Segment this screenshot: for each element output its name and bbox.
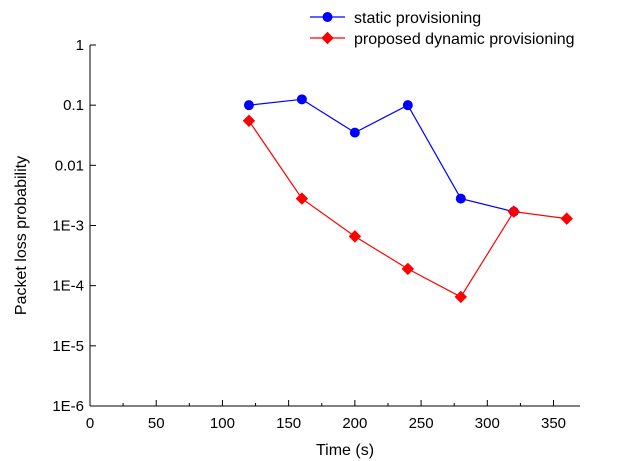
legend-item: proposed dynamic provisioning xyxy=(310,31,575,48)
series-static-provisioning xyxy=(243,94,519,217)
data-point xyxy=(243,100,254,111)
x-tick-label: 200 xyxy=(342,415,367,432)
y-tick-label: 1 xyxy=(76,37,84,54)
series-layer xyxy=(242,94,573,304)
data-point xyxy=(507,205,520,218)
data-point xyxy=(348,230,362,243)
data-point xyxy=(560,212,573,225)
data-point xyxy=(454,290,468,304)
y-tick-label: 0.1 xyxy=(63,97,84,114)
y-tick-label: 1E-3 xyxy=(52,218,84,235)
data-point xyxy=(401,262,415,276)
series-proposed-dynamic-provisioning xyxy=(242,114,573,304)
x-tick-label: 350 xyxy=(541,415,566,432)
y-tick-label: 1E-6 xyxy=(52,398,84,415)
legend-label: static provisioning xyxy=(354,10,481,27)
x-tick-label: 100 xyxy=(210,415,235,432)
axes xyxy=(89,45,580,407)
y-ticks: 1 0.1 0.01 1E-3 1E-4 1E-5 1E-6 xyxy=(52,37,96,415)
legend-label: proposed dynamic provisioning xyxy=(354,31,575,48)
legend-marker xyxy=(322,12,333,22)
data-point xyxy=(295,192,309,205)
series-line xyxy=(248,98,514,213)
x-tick-label: 150 xyxy=(276,415,301,432)
x-tick-label: 300 xyxy=(475,415,500,432)
y-tick-label: 1E-4 xyxy=(52,278,84,295)
y-axis-label: Packet loss probability xyxy=(13,156,30,315)
y-tick-label: 1E-5 xyxy=(52,338,84,355)
data-point xyxy=(242,114,256,127)
legend: static provisioning proposed dynamic prov… xyxy=(310,10,575,48)
x-axis-label: Time (s) xyxy=(316,442,374,459)
y-tick-label: 0.01 xyxy=(55,157,84,174)
x-tick-label: 50 xyxy=(148,415,165,432)
data-point xyxy=(455,193,466,204)
data-point xyxy=(349,127,360,138)
legend-marker xyxy=(321,31,334,45)
x-ticks: 0 50 100 150 200 250 300 350 xyxy=(86,400,566,432)
legend-item: static provisioning xyxy=(310,10,481,27)
data-point xyxy=(296,94,307,105)
data-point xyxy=(402,100,413,111)
x-tick-label: 250 xyxy=(409,415,434,432)
x-tick-label: 0 xyxy=(86,415,94,432)
